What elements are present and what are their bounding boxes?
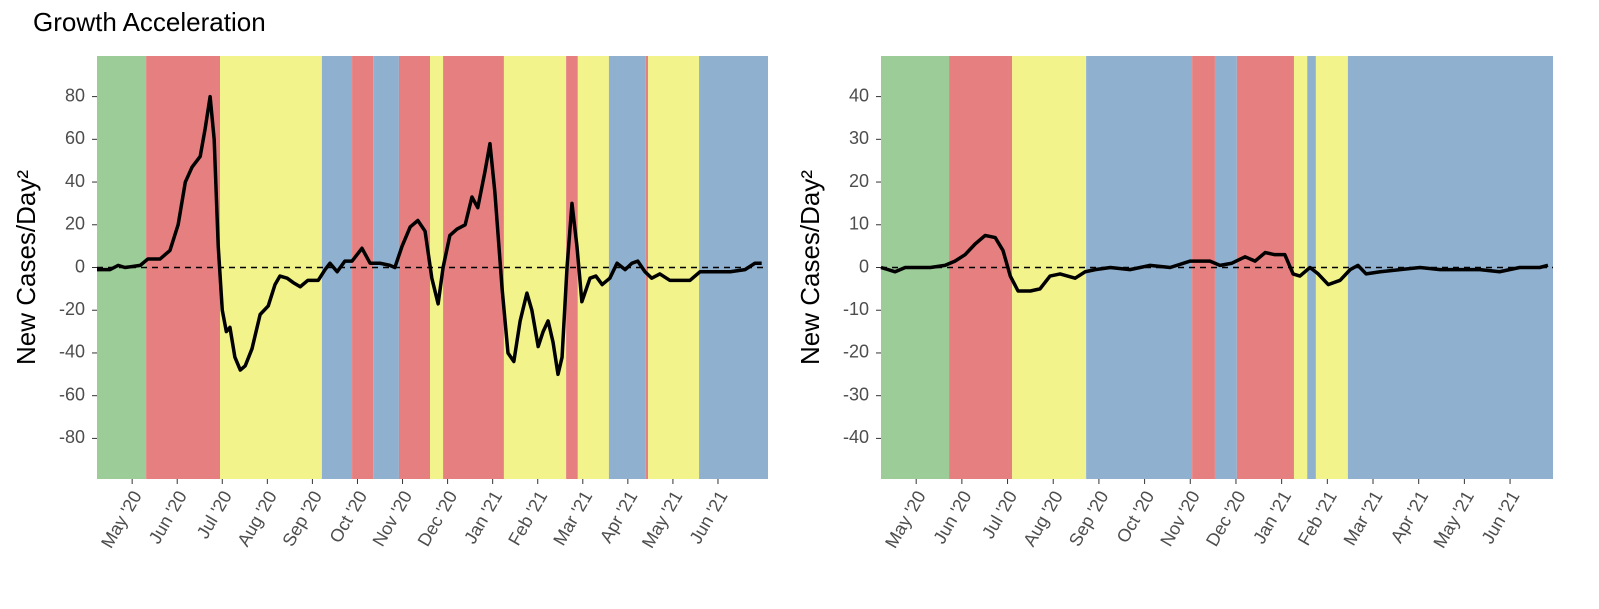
x-tick-label: Nov '20 (1156, 487, 1204, 549)
chart-title: Growth Acceleration (33, 7, 266, 37)
y-tick-label: 40 (65, 171, 85, 191)
x-tick-label: May '21 (1429, 487, 1478, 551)
y-tick-label: 60 (65, 128, 85, 148)
x-tick-label: Oct '20 (325, 487, 371, 546)
y-tick-label: 10 (849, 214, 869, 234)
phase-band (398, 56, 431, 479)
x-tick-label: Aug '20 (233, 487, 281, 549)
x-tick-label: May '20 (97, 487, 146, 551)
phase-band (430, 56, 444, 479)
x-tick-label: May '21 (638, 487, 687, 551)
x-tick-label: Aug '20 (1019, 487, 1067, 549)
y-tick-label: -40 (59, 342, 85, 362)
y-tick-label: -20 (59, 299, 85, 319)
y-tick-label: -40 (843, 427, 869, 447)
x-tick-label: Jun '21 (685, 487, 731, 547)
y-tick-label: 0 (859, 256, 869, 276)
x-tick-label: Dec '20 (414, 487, 462, 549)
y-tick-label: 30 (849, 128, 869, 148)
x-tick-label: Feb '21 (504, 487, 551, 549)
x-tick-label: Jun '20 (145, 487, 191, 547)
x-tick-label: Dec '20 (1202, 487, 1250, 549)
y-tick-label: 40 (849, 85, 869, 105)
x-tick-label: Mar '21 (1340, 487, 1387, 549)
y-tick-label: -80 (59, 427, 85, 447)
phase-band (503, 56, 567, 479)
x-tick-label: Apr '21 (596, 487, 642, 546)
x-tick-label: Oct '20 (1113, 487, 1159, 546)
y-tick-label: 20 (849, 171, 869, 191)
x-tick-label: Mar '21 (549, 487, 596, 549)
x-tick-label: Sep '20 (278, 487, 326, 549)
x-tick-label: Jun '20 (929, 487, 975, 547)
phase-band (699, 56, 768, 479)
x-tick-label: Feb '21 (1294, 487, 1341, 549)
data-line (97, 94, 762, 377)
y-tick-label: -30 (843, 384, 869, 404)
x-tick-label: Jul '20 (978, 487, 1021, 542)
y-tick-label: 80 (65, 85, 85, 105)
y-axis-label: New Cases/Day² (11, 170, 41, 365)
phase-band (220, 56, 322, 479)
x-tick-label: Sep '20 (1065, 487, 1113, 549)
x-tick-label: Apr '21 (1387, 487, 1433, 546)
x-tick-label: Jul '20 (193, 487, 236, 542)
y-tick-label: -60 (59, 384, 85, 404)
y-tick-label: 0 (75, 256, 85, 276)
x-tick-label: May '20 (881, 487, 930, 551)
y-tick-label: 20 (65, 214, 85, 234)
y-axis-label: New Cases/Day² (795, 170, 825, 365)
x-tick-label: Jan '21 (1249, 487, 1295, 547)
data-line (880, 233, 1549, 293)
x-tick-label: Jun '21 (1478, 487, 1524, 547)
x-tick-label: Nov '20 (369, 487, 417, 549)
y-tick-label: -10 (843, 299, 869, 319)
x-tick-label: Jan '21 (460, 487, 506, 547)
y-tick-label: -20 (843, 342, 869, 362)
